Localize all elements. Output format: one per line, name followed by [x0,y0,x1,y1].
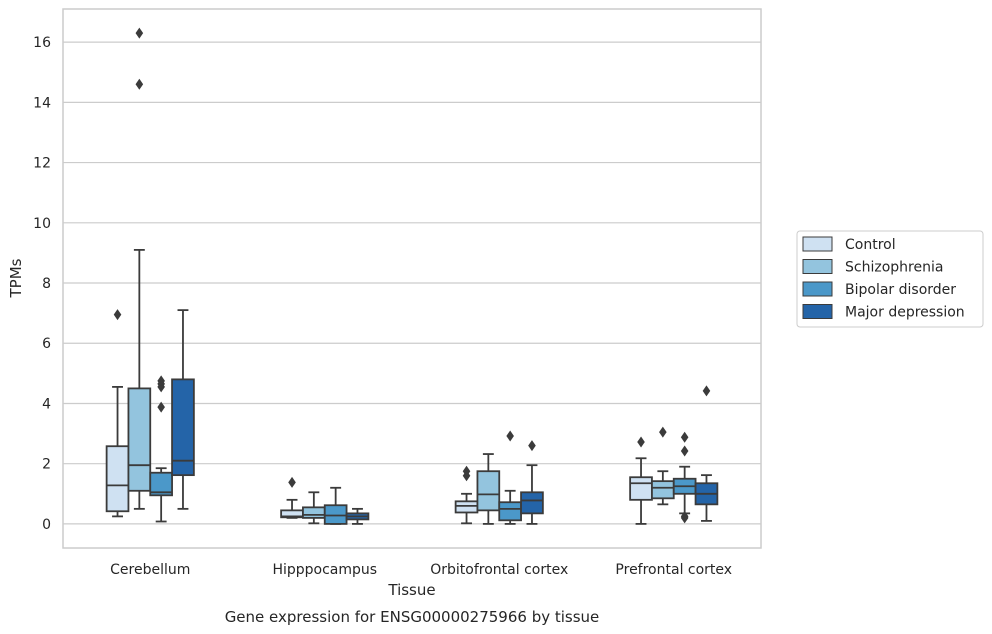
y-tick-label: 2 [42,457,51,473]
y-tick-label: 0 [42,517,51,533]
y-axis-label: TPMs [7,258,25,298]
x-axis-label: Tissue [387,581,435,599]
box-body [629,476,653,501]
outlier-point [659,426,667,438]
box-schizophrenia-cerebellum [127,27,152,510]
outlier-point [288,476,296,488]
x-tick-label: Cerebellum [110,562,190,578]
boxes [105,27,719,525]
legend-swatch [802,281,833,297]
legend-item-control: Control [802,236,896,253]
outlier-point [462,465,471,477]
box-body [498,501,522,522]
y-tick-labels: 0 2 4 6 8 10 12 14 16 [33,35,51,533]
box-schizophrenia-prefrontal-cortex [651,426,675,506]
legend-label: Schizophrenia [845,260,943,276]
box-body [302,506,326,519]
legend-item-major-depression: Major depression [802,304,965,321]
legend-frame [796,230,984,328]
box-schizophrenia-orbitofrontal-cortex [476,453,501,525]
box-body [149,471,173,497]
outlier-point [680,445,689,457]
legend-swatch [802,259,833,274]
legend-swatch [802,304,833,319]
outlier-point [506,430,514,442]
outlier-point [157,401,165,413]
plot-frame [62,8,762,549]
box-major-depression-hipppocampus [345,507,370,525]
x-tick-labels: Cerebellum Hipppocampus Orbitofrontal cort… [110,562,732,578]
box-bipolar-disorder-hipppocampus [323,486,348,525]
x-tick-label: Prefrontal cortex [615,562,732,578]
legend-label: Major depression [845,305,965,321]
outlier-point [157,375,165,387]
y-tick-label: 12 [33,156,51,172]
outlier-point [702,385,711,397]
box-control-orbitofrontal-cortex [454,465,479,525]
legend-item-schizophrenia: Schizophrenia [802,259,943,276]
box-major-depression-prefrontal-cortex [694,385,719,522]
y-tick-label: 8 [42,276,51,292]
box-control-prefrontal-cortex [629,436,653,525]
y-tick-label: 14 [33,95,51,111]
legend-label: Control [845,237,896,253]
outlier-point [637,436,645,448]
box-body [171,378,195,477]
outlier-point [113,309,122,321]
outlier-point [680,510,689,522]
outlier-point [135,78,144,90]
box-body [323,504,348,525]
y-tick-label: 6 [42,336,51,352]
y-tick-label: 10 [33,216,51,232]
y-tick-label: 16 [33,35,51,51]
box-body [476,470,501,512]
box-body [454,500,479,514]
legend-label: Bipolar disorder [845,282,956,298]
chart-caption: Gene expression for ENSG00000275966 by t… [225,608,600,626]
legend: Control Schizophrenia Bipolar disorder Majo… [796,230,984,328]
box-major-depression-orbitofrontal-cortex [520,440,544,525]
y-tick-label: 4 [42,396,51,412]
box-body [105,445,130,513]
outlier-point [135,27,144,39]
legend-swatch [802,236,833,252]
box-body [520,491,544,515]
box-bipolar-disorder-cerebellum [149,375,173,523]
box-body [127,387,152,492]
outlier-point [528,440,536,452]
box-body [651,480,675,500]
outlier-point [680,431,689,443]
box-major-depression-cerebellum [171,309,195,510]
x-tick-label: Orbitofrontal cortex [430,562,568,578]
x-tick-label: Hipppocampus [272,562,377,578]
legend-item-bipolar-disorder: Bipolar disorder [802,281,956,298]
